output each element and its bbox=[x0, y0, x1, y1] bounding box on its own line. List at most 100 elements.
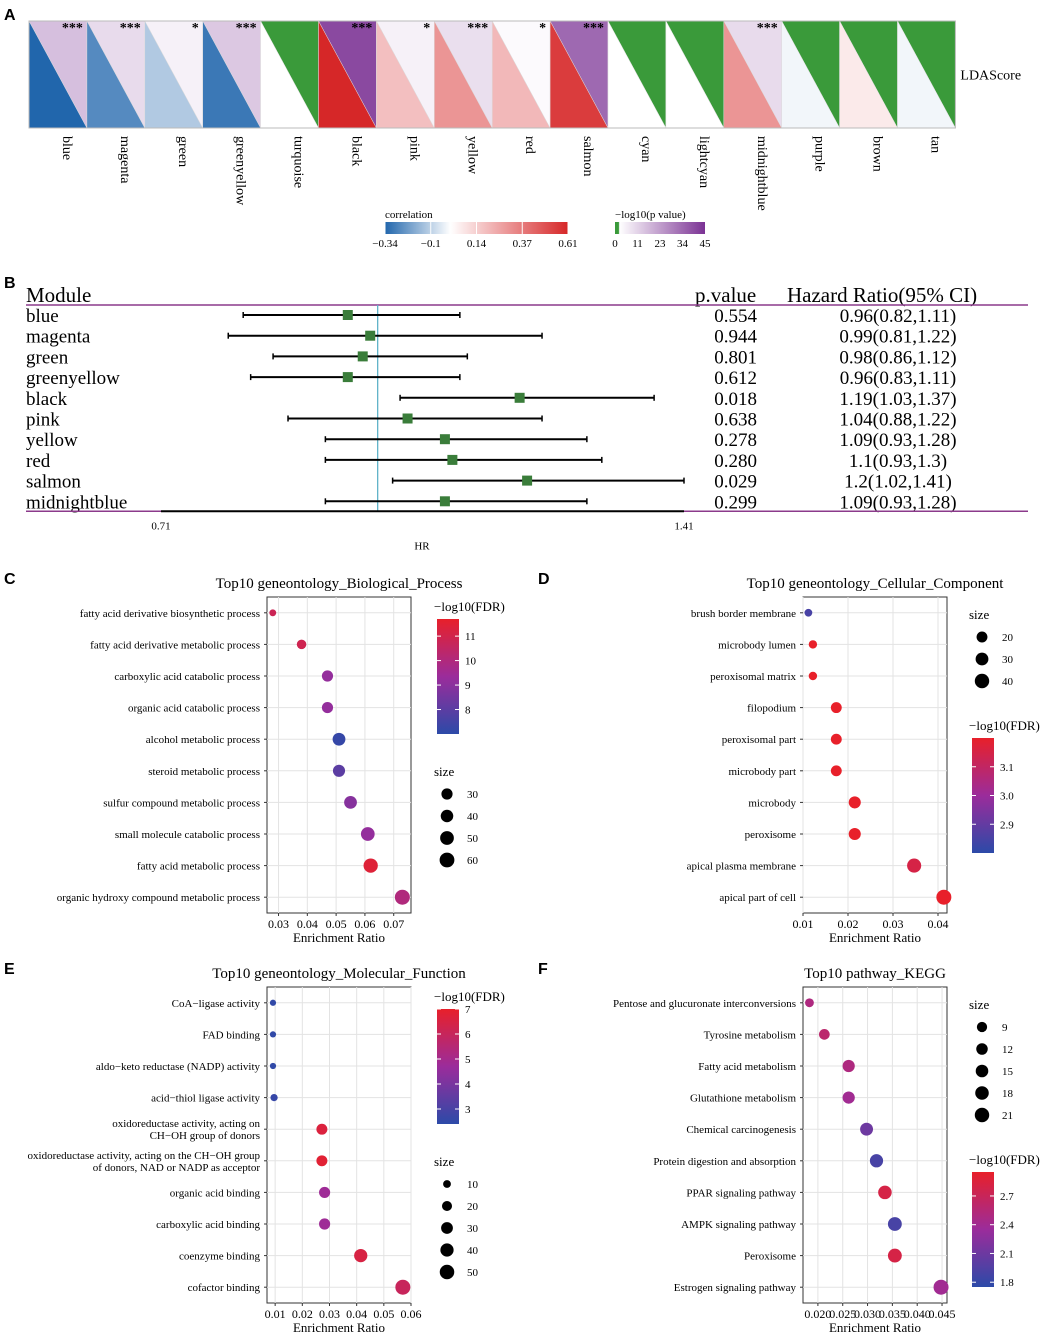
hr-marker-yellow bbox=[439, 434, 450, 445]
f-term-label-6-0: PPAR signaling pathway bbox=[686, 1187, 796, 1199]
hr-marker-green bbox=[357, 351, 368, 362]
e-dot-2 bbox=[269, 1062, 277, 1070]
e-term-label-9-0: cofactor binding bbox=[188, 1282, 261, 1294]
c-size-legend-title: size bbox=[434, 764, 454, 779]
d-dot-0 bbox=[804, 608, 813, 617]
f-fdr-colorbar bbox=[972, 1172, 994, 1287]
significance-green: * bbox=[192, 21, 199, 36]
panel-letter-f: F bbox=[538, 961, 548, 978]
f-size-key-dot-2 bbox=[975, 1064, 989, 1078]
significance-blue: *** bbox=[62, 21, 83, 36]
c-fdr-tick-0: 11 bbox=[465, 631, 476, 643]
d-term-label-4-0: peroxisomal part bbox=[722, 734, 796, 746]
hr-axis-label: HR bbox=[414, 540, 430, 552]
c-size-key-dot-1 bbox=[440, 809, 454, 823]
c-size-key-label-3: 60 bbox=[467, 855, 479, 867]
f-dot-7 bbox=[887, 1217, 902, 1231]
hr-ci-green: 0.98(0.86,1.12) bbox=[839, 347, 956, 368]
c-fdr-tick-1: 10 bbox=[465, 656, 477, 668]
hr-ci-pink: 1.04(0.88,1.22) bbox=[839, 410, 956, 431]
f-term-label-8-0: Peroxisome bbox=[744, 1251, 796, 1263]
c-plot-frame bbox=[266, 596, 412, 914]
module-label-brown: brown bbox=[870, 136, 885, 172]
c-dot-4 bbox=[332, 732, 346, 746]
d-fdr-colorbar bbox=[972, 738, 994, 853]
d-term-label-5-0: microbody part bbox=[728, 766, 796, 778]
f-dot-5 bbox=[869, 1154, 884, 1168]
hr-marker-midnightblue bbox=[439, 496, 450, 507]
module-name-blue: blue bbox=[26, 306, 59, 327]
significance-midnightblue: *** bbox=[757, 21, 778, 36]
panel-letter-e: E bbox=[4, 961, 15, 978]
module-label-cyan: cyan bbox=[638, 136, 653, 162]
d-size-legend-title: size bbox=[969, 607, 989, 622]
hr-ci-salmon: 1.2(1.02,1.41) bbox=[844, 472, 952, 493]
bp-dotplot: 0.03 0.04 0.05 0.06 0.07 fatty acid derivativ… bbox=[57, 576, 505, 945]
significance-salmon: *** bbox=[583, 21, 604, 36]
e-size-key-dot-1 bbox=[441, 1200, 453, 1212]
d-xtick-3: 0.04 bbox=[928, 917, 949, 931]
significance-pink: * bbox=[423, 21, 430, 36]
e-size-legend-title: size bbox=[434, 1154, 454, 1169]
f-size-key-label-4: 21 bbox=[1002, 1110, 1013, 1122]
e-fdr-tick-3: 4 bbox=[465, 1079, 471, 1091]
c-term-label-4-0: alcohol metabolic process bbox=[146, 734, 260, 746]
c-size-key-dot-2 bbox=[440, 831, 454, 845]
module-label-lightcyan: lightcyan bbox=[696, 136, 711, 188]
e-dot-8 bbox=[354, 1248, 368, 1263]
module-name-greenyellow: greenyellow bbox=[26, 368, 120, 389]
d-dot-5 bbox=[830, 765, 842, 777]
module-label-green: green bbox=[175, 136, 190, 167]
c-dot-9 bbox=[394, 889, 410, 905]
f-term-label-1-0: Tyrosine metabolism bbox=[704, 1029, 797, 1041]
significance-black: *** bbox=[351, 21, 372, 36]
d-term-label-1-0: microbody lumen bbox=[718, 639, 796, 651]
d-term-label-0-0: brush border membrane bbox=[691, 608, 796, 620]
e-fdr-tick-0: 7 bbox=[465, 1004, 471, 1016]
corr-tick-4: 0.61 bbox=[558, 238, 577, 250]
p-value-salmon: 0.029 bbox=[714, 472, 757, 493]
panel-letter-c: C bbox=[4, 571, 16, 588]
module-label-tan: tan bbox=[927, 136, 942, 153]
row-label: LDAScore bbox=[960, 69, 1021, 84]
p-value-blue: 0.554 bbox=[714, 306, 757, 327]
c-dot-1 bbox=[296, 639, 307, 650]
e-fdr-tick-1: 6 bbox=[465, 1029, 471, 1041]
f-xtick-2: 0.030 bbox=[854, 1307, 881, 1321]
f-dot-2 bbox=[842, 1059, 855, 1073]
c-dot-6 bbox=[344, 796, 357, 809]
e-size-key-label-0: 10 bbox=[467, 1179, 479, 1191]
hr-tick-low: 0.71 bbox=[151, 520, 170, 532]
f-size-key-dot-3 bbox=[975, 1086, 989, 1100]
f-term-label-4-0: Chemical carcinogenesis bbox=[686, 1124, 796, 1136]
significance-yellow: *** bbox=[467, 21, 488, 36]
f-dot-8 bbox=[887, 1248, 902, 1263]
p-legend-title: −log10(p value) bbox=[615, 209, 686, 221]
module-label-blue: blue bbox=[59, 136, 74, 160]
p-value-black: 0.018 bbox=[714, 389, 757, 410]
e-size-key-dot-2 bbox=[441, 1222, 453, 1234]
p-value-magenta: 0.944 bbox=[714, 327, 757, 348]
panel-letter-b: B bbox=[4, 275, 16, 292]
d-term-label-2-0: peroxisomal matrix bbox=[710, 671, 796, 683]
corr-tick-2: 0.14 bbox=[467, 238, 487, 250]
f-xtick-4: 0.040 bbox=[904, 1307, 931, 1321]
module-name-magenta: magenta bbox=[26, 327, 91, 348]
d-dot-3 bbox=[830, 702, 842, 714]
c-xtick-2: 0.05 bbox=[326, 917, 347, 931]
header-p-value: p.value bbox=[695, 283, 756, 307]
e-fdr-tick-4: 3 bbox=[465, 1104, 471, 1116]
e-xtick-4: 0.05 bbox=[373, 1307, 394, 1321]
d-plot-frame bbox=[802, 596, 948, 914]
module-label-black: black bbox=[348, 136, 363, 166]
c-size-key-label-2: 50 bbox=[467, 833, 479, 845]
d-dot-2 bbox=[808, 671, 818, 681]
d-size-key-dot-2 bbox=[974, 673, 990, 689]
d-dot-8 bbox=[907, 858, 922, 873]
c-fdr-legend-title: −log10(FDR) bbox=[434, 599, 505, 614]
e-dot-6 bbox=[319, 1186, 331, 1198]
d-size-key-dot-0 bbox=[976, 631, 988, 643]
hr-marker-salmon bbox=[522, 475, 533, 486]
f-size-key-label-1: 12 bbox=[1002, 1044, 1013, 1056]
d-fdr-legend-title: −log10(FDR) bbox=[969, 718, 1040, 733]
